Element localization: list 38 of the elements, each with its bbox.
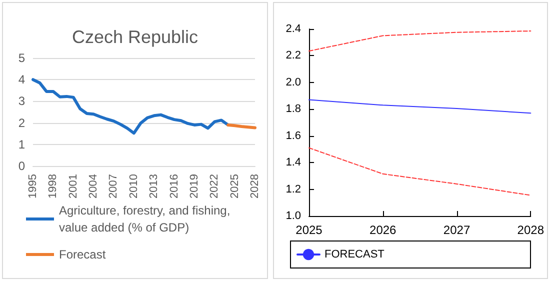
x-tick-label: 2022	[208, 174, 221, 198]
line-series	[308, 147, 532, 196]
x-tick-label: 2016	[168, 174, 180, 198]
y-tick-label: 2.4	[286, 23, 301, 35]
x-tick-label: 2025	[228, 174, 241, 198]
legend-label: FORECAST	[324, 248, 385, 260]
x-tick-label: 2026	[370, 223, 397, 237]
y-tick-label: 4	[18, 72, 26, 87]
x-tick-label: 2007	[108, 174, 120, 198]
y-tick-label: 1.8	[286, 103, 301, 116]
x-tick-label: 1998	[47, 174, 60, 198]
y-tick-label: 1.0	[286, 210, 301, 222]
legend-label: Forecast	[59, 248, 106, 262]
line-series	[308, 30, 532, 52]
legend-label: Agriculture, forestry, and fishing, value added (% of GDP)	[59, 204, 234, 234]
y-tick-label: 5	[18, 51, 26, 65]
y-tick-label: 1.2	[286, 183, 301, 196]
x-tick-label: 2027	[443, 223, 470, 237]
x-tick-label: 2010	[128, 174, 140, 198]
line-series	[32, 78, 230, 135]
y-tick-label: 1.6	[286, 130, 301, 142]
y-tick-label: 1	[18, 137, 26, 152]
x-tick-label: 2001	[67, 174, 80, 198]
x-tick-label: 2028	[517, 223, 544, 237]
y-tick-label: 2.0	[286, 76, 301, 88]
x-tick-label: 2025	[296, 223, 323, 237]
x-tick-label: 2019	[188, 174, 200, 198]
y-tick-label: 1.4	[286, 156, 301, 169]
x-tick-label: 2004	[88, 174, 100, 198]
x-tick-label: 1995	[27, 174, 39, 198]
x-tick-label: 2028	[249, 174, 261, 198]
chart-title: Czech Republic	[72, 27, 198, 47]
line-series	[308, 99, 532, 114]
y-tick-label: 2	[18, 116, 26, 130]
y-tick-label: 0	[18, 159, 26, 173]
y-tick-label: 3	[18, 94, 26, 108]
x-tick-label: 2013	[148, 174, 160, 198]
y-tick-label: 2.2	[286, 50, 301, 62]
